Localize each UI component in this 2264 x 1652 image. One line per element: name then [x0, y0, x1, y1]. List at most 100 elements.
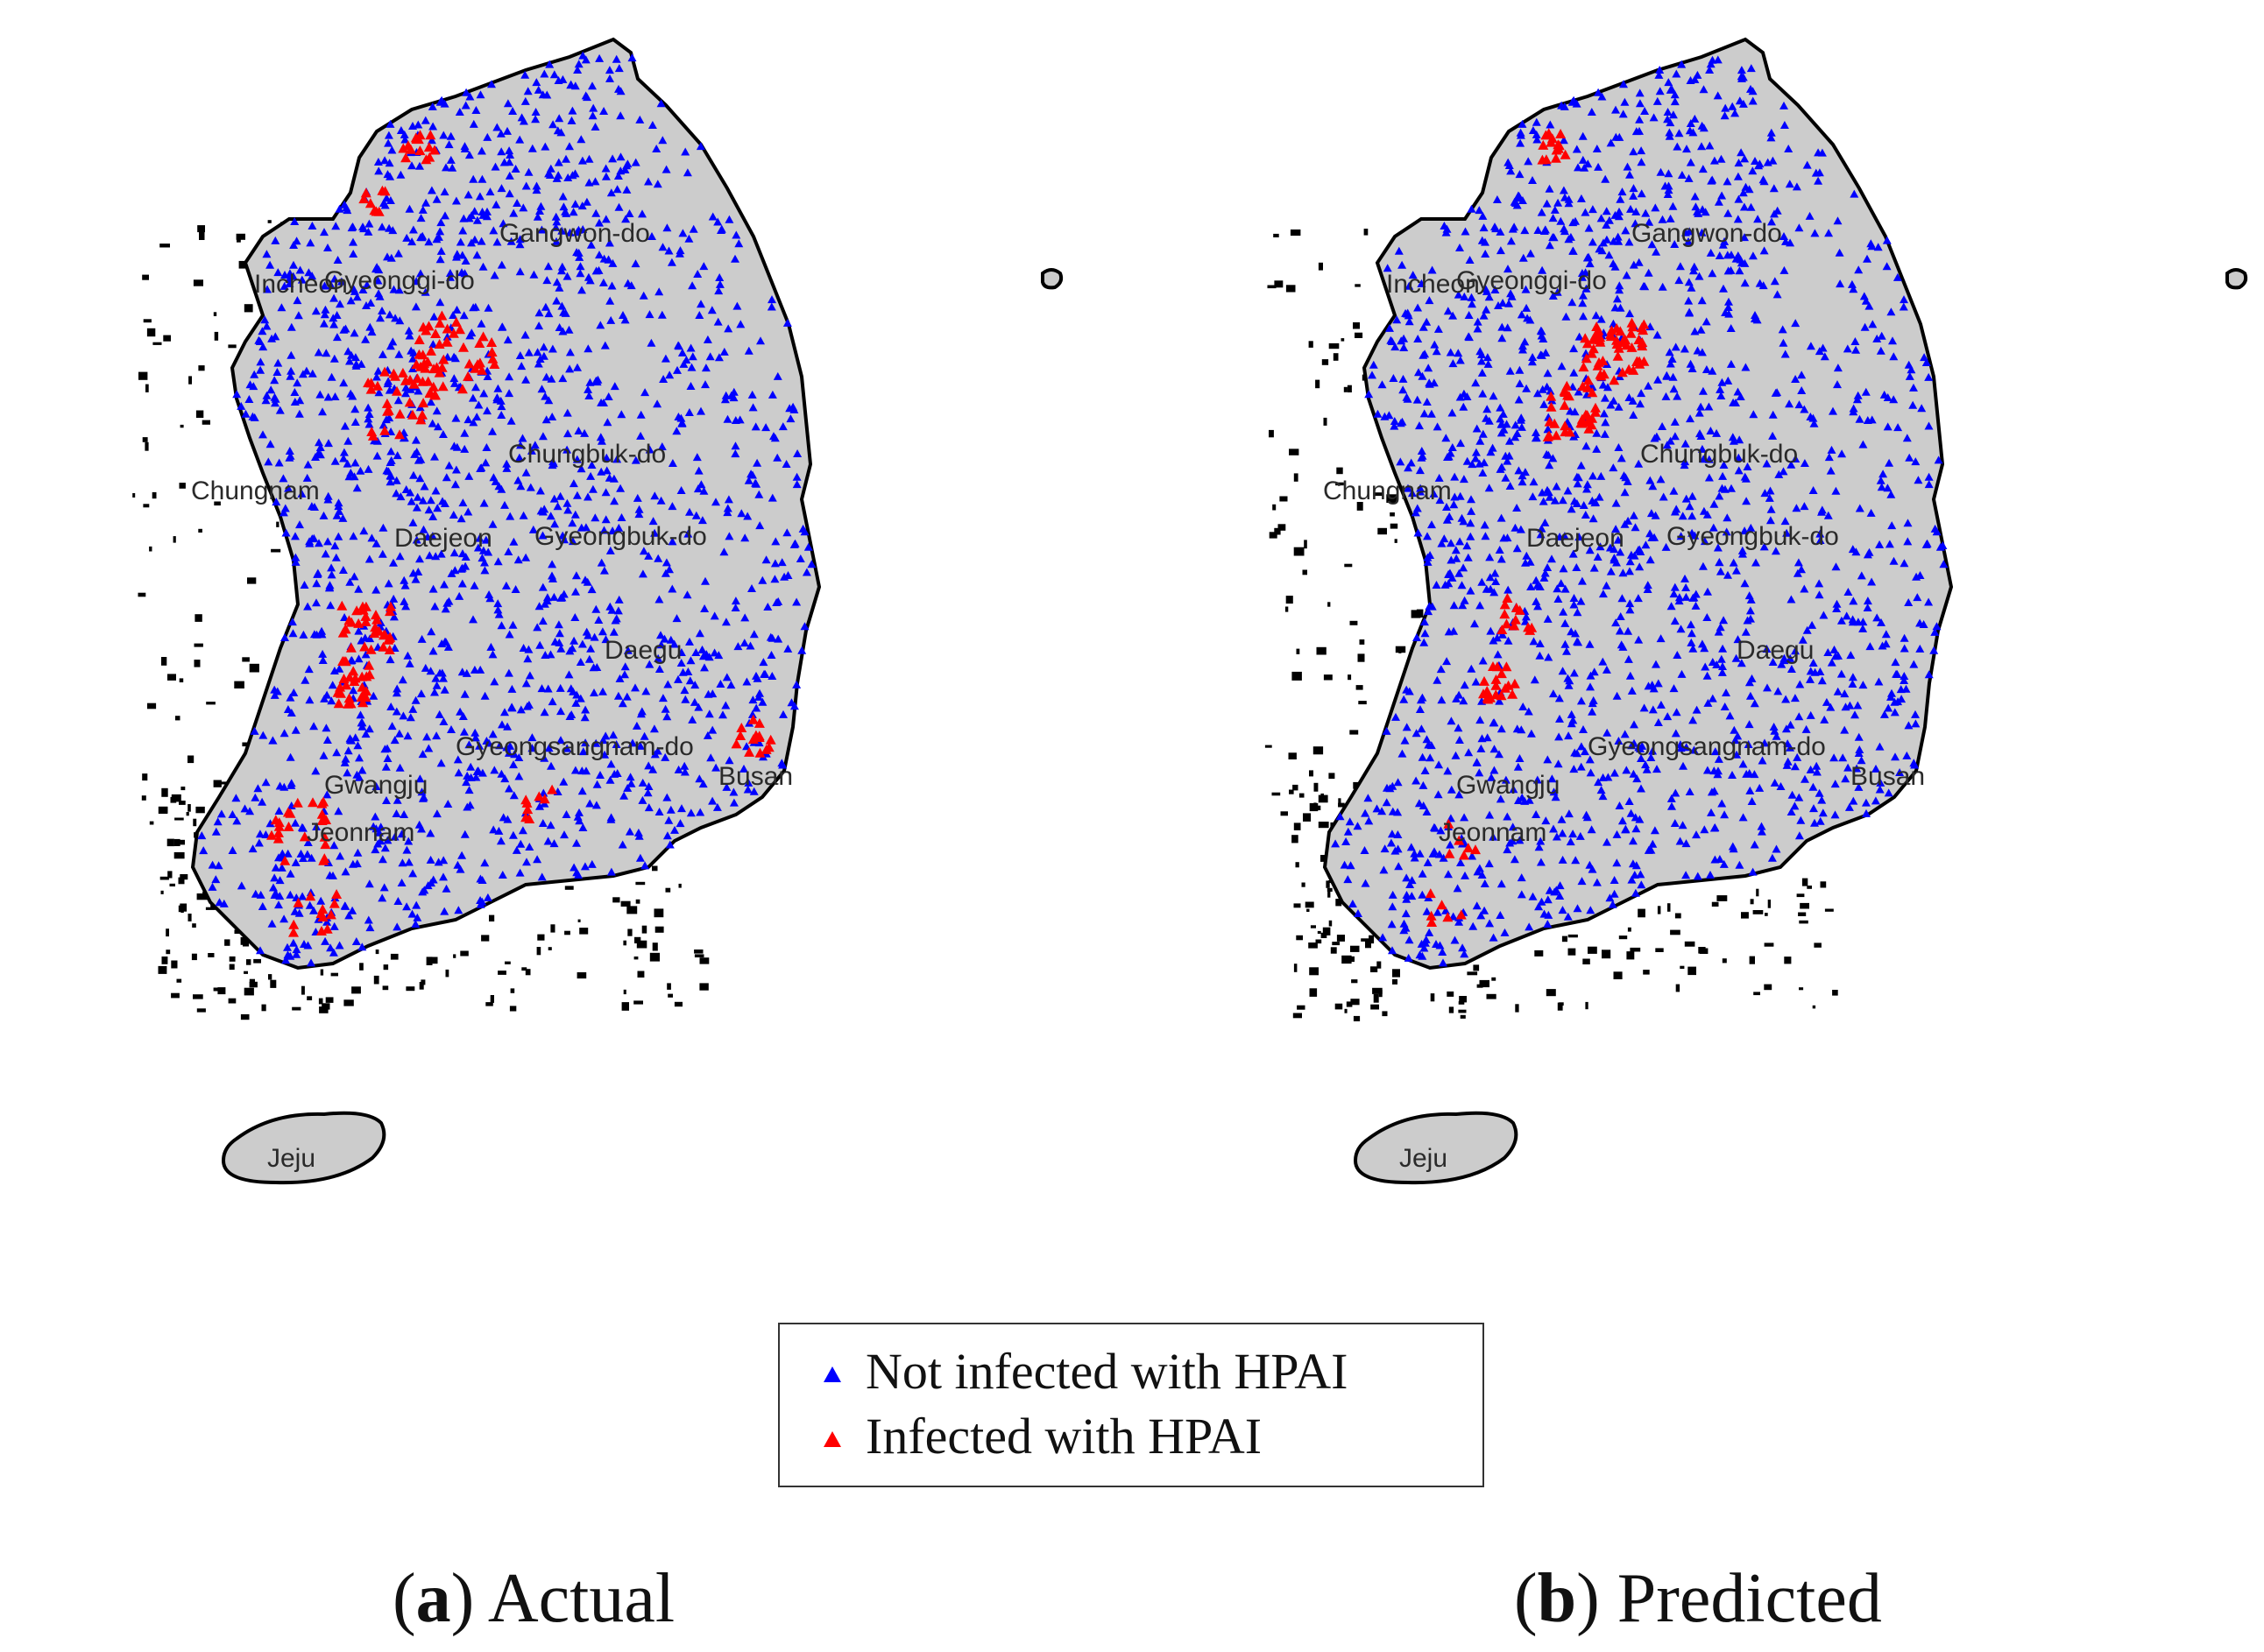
not-infected-farm-marker [497, 402, 506, 411]
not-infected-farm-marker [542, 593, 552, 602]
not-infected-farm-marker [1559, 607, 1568, 616]
not-infected-farm-marker [409, 470, 418, 479]
not-infected-farm-marker [751, 478, 761, 487]
infected-farm-marker [1634, 358, 1645, 369]
not-infected-farm-marker [250, 370, 259, 378]
not-infected-farm-marker [607, 605, 617, 614]
infected-farm-marker [366, 427, 378, 436]
island-mark [620, 900, 631, 907]
not-infected-farm-marker [344, 911, 354, 920]
not-infected-farm-marker [1611, 525, 1621, 533]
not-infected-farm-marker [483, 372, 492, 380]
not-infected-farm-marker [1648, 839, 1658, 848]
not-infected-farm-marker [503, 815, 513, 823]
not-infected-farm-marker [768, 672, 777, 680]
not-infected-farm-marker [1778, 325, 1787, 334]
island-mark [1338, 802, 1345, 808]
not-infected-farm-marker [1836, 279, 1845, 288]
not-infected-farm-marker [308, 369, 317, 378]
not-infected-farm-marker [585, 799, 595, 808]
not-infected-points [197, 51, 817, 967]
not-infected-farm-marker [506, 151, 515, 159]
not-infected-farm-marker [1475, 206, 1484, 215]
not-infected-farm-marker [699, 262, 709, 271]
not-infected-farm-marker [287, 618, 297, 626]
not-infected-farm-marker [1606, 400, 1616, 409]
island-mark [268, 974, 272, 980]
not-infected-farm-marker [676, 819, 685, 828]
not-infected-farm-marker [1627, 875, 1637, 884]
not-infected-farm-marker [1664, 78, 1673, 87]
not-infected-farm-marker [506, 237, 516, 245]
not-infected-farm-marker [1621, 226, 1631, 235]
not-infected-farm-marker [555, 683, 565, 692]
dokdo-island [2225, 268, 2248, 290]
not-infected-farm-marker [1610, 555, 1619, 564]
map-actual: Gangwon-do Incheon Gyeonggi-do Chungbuk-… [132, 37, 1064, 1185]
not-infected-farm-marker [665, 840, 675, 849]
not-infected-farm-marker [1643, 581, 1652, 589]
island-mark [1293, 903, 1301, 908]
not-infected-farm-marker [538, 617, 548, 625]
not-infected-farm-marker [476, 665, 485, 674]
not-infected-farm-marker [350, 572, 359, 581]
not-infected-farm-marker [678, 229, 688, 237]
not-infected-farm-marker [1716, 392, 1726, 399]
not-infected-farm-marker [357, 636, 366, 645]
not-infected-farm-marker [1425, 379, 1434, 388]
not-infected-farm-marker [1586, 906, 1595, 914]
not-infected-farm-marker [1826, 466, 1836, 475]
not-infected-farm-marker [471, 383, 480, 392]
not-infected-farm-marker [1489, 718, 1499, 727]
not-infected-farm-marker [517, 362, 527, 371]
not-infected-farm-marker [731, 597, 740, 605]
not-infected-farm-marker [1556, 579, 1566, 588]
island-mark [1327, 602, 1331, 607]
not-infected-farm-marker [1573, 608, 1582, 617]
not-infected-farm-marker [364, 724, 374, 733]
not-infected-farm-marker [383, 170, 393, 179]
not-infected-farm-marker [1569, 368, 1579, 377]
not-infected-farm-marker [1817, 795, 1827, 804]
infected-farm-marker [305, 891, 316, 901]
not-infected-farm-marker [591, 208, 601, 217]
not-infected-farm-marker [1343, 827, 1353, 836]
not-infected-farm-marker [1606, 567, 1616, 575]
island-mark [160, 890, 164, 894]
not-infected-farm-marker [489, 473, 499, 482]
not-infected-farm-marker [1650, 533, 1659, 541]
not-infected-farm-marker [577, 286, 586, 294]
jeju-island [1353, 1111, 1518, 1185]
not-infected-farm-marker [1674, 593, 1684, 602]
not-infected-farm-marker [701, 380, 710, 389]
not-infected-farm-marker [1569, 600, 1579, 609]
not-infected-farm-marker [1670, 417, 1680, 426]
not-infected-farm-marker [458, 498, 468, 507]
not-infected-farm-marker [613, 691, 623, 700]
not-infected-farm-marker [1542, 199, 1552, 208]
island-mark [1292, 784, 1298, 791]
not-infected-farm-marker [744, 778, 753, 787]
not-infected-farm-marker [609, 627, 619, 636]
island-mark [1687, 966, 1696, 976]
not-infected-farm-marker [605, 74, 614, 82]
not-infected-farm-marker [1625, 599, 1635, 608]
not-infected-farm-marker [1759, 542, 1769, 551]
island-mark [1284, 606, 1289, 612]
infected-farm-marker [1436, 900, 1447, 910]
not-infected-farm-marker [1505, 366, 1515, 375]
not-infected-farm-marker [739, 764, 748, 773]
not-infected-farm-marker [800, 622, 810, 631]
not-infected-farm-marker [1687, 629, 1696, 638]
not-infected-farm-marker [495, 741, 505, 750]
not-infected-farm-marker [558, 192, 568, 201]
legend-item-not-infected: Not infected with HPAI [824, 1342, 1348, 1401]
not-infected-farm-marker [402, 902, 412, 911]
island-mark [195, 410, 204, 418]
island-mark [1588, 946, 1597, 954]
not-infected-farm-marker [401, 389, 410, 398]
not-infected-farm-marker [1588, 865, 1597, 873]
not-infected-farm-marker [619, 791, 629, 800]
not-infected-farm-marker [1476, 911, 1486, 920]
label-gangwon: Gangwon-do [1631, 219, 1782, 248]
